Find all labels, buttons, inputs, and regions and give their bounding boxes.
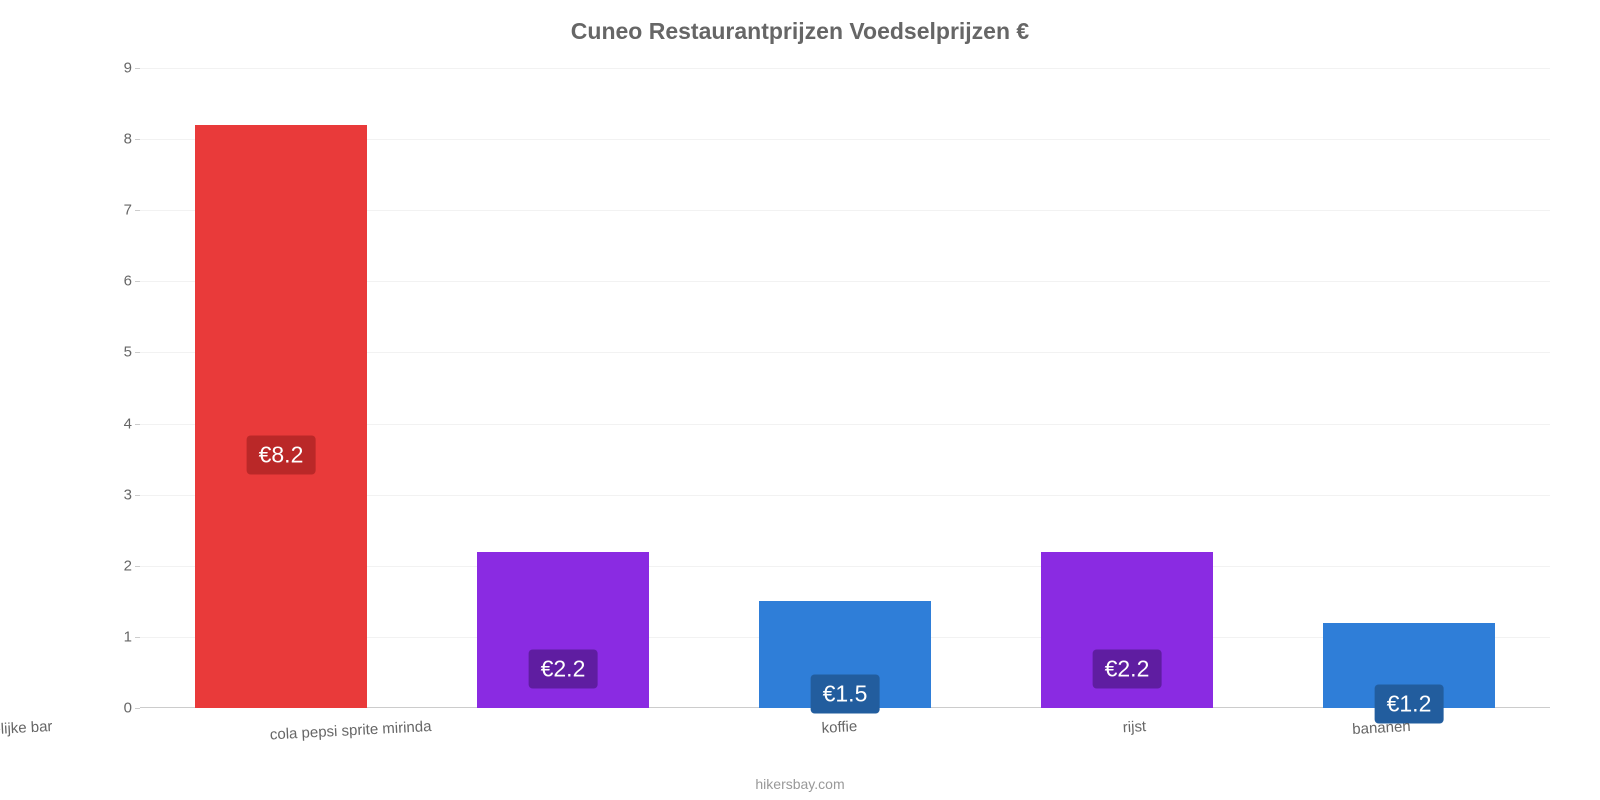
y-tick-label: 3 [124,486,132,503]
x-tick-label: rijst [1122,718,1146,736]
value-badge: €2.2 [529,649,598,688]
y-tick-label: 6 [124,273,132,290]
chart-title: Cuneo Restaurantprijzen Voedselprijzen € [0,0,1600,45]
bar: €2.2 [477,552,649,708]
y-tick-label: 7 [124,202,132,219]
y-tick-label: 9 [124,60,132,77]
x-tick-label: cola pepsi sprite mirinda [269,718,431,743]
value-badge: €8.2 [247,436,316,475]
bar: €2.2 [1041,552,1213,708]
credit-text: hikersbay.com [0,776,1600,792]
value-badge: €1.5 [811,674,880,713]
y-tick-label: 0 [124,700,132,717]
bars-container: €8.2mac hamburger king of soortgelijke b… [140,68,1550,708]
x-tick-label: mac hamburger king of soortgelijke bar [0,718,53,749]
x-tick-label: bananen [1352,718,1411,738]
y-tick-label: 5 [124,344,132,361]
y-tick-label: 1 [124,628,132,645]
y-tick-label: 8 [124,131,132,148]
y-tick-mark [135,708,140,709]
bar: €8.2 [195,125,367,708]
value-badge: €2.2 [1093,649,1162,688]
bar: €1.5 [759,601,931,708]
plot-area: 0123456789 €8.2mac hamburger king of soo… [140,68,1550,708]
y-tick-label: 4 [124,415,132,432]
bar: €1.2 [1323,623,1495,708]
x-tick-label: koffie [821,718,857,737]
y-tick-label: 2 [124,557,132,574]
